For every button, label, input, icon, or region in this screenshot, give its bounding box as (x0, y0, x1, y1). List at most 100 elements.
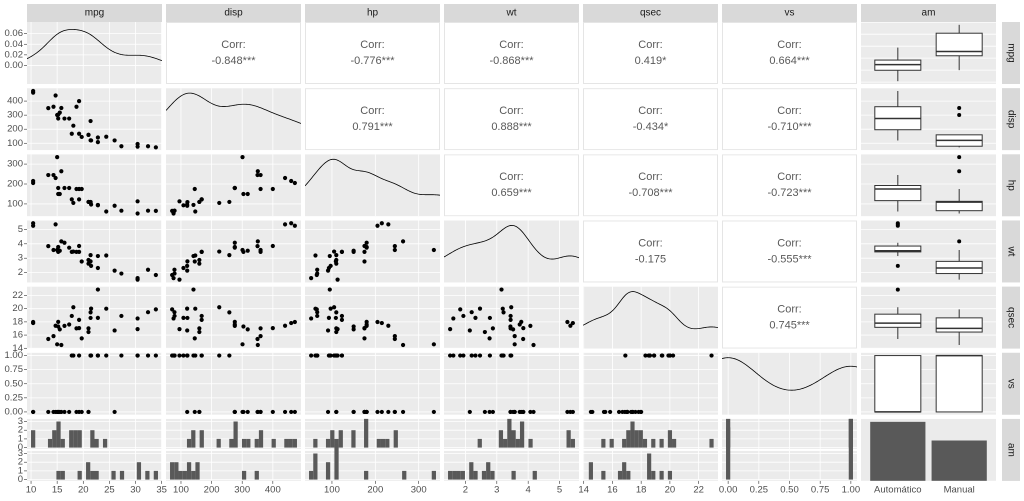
point (177, 277, 182, 282)
point (333, 315, 338, 321)
histogram-bar (254, 438, 259, 448)
histogram-bar (271, 438, 276, 448)
point (56, 324, 61, 329)
panel-background (583, 418, 718, 449)
histogram-bar (86, 462, 91, 480)
panel (166, 220, 301, 283)
point (88, 315, 93, 321)
histogram-bar (709, 438, 714, 448)
point (95, 315, 100, 320)
corr-value: -0.708*** (628, 187, 673, 199)
panel (861, 286, 996, 349)
point (31, 320, 36, 326)
point (56, 319, 61, 324)
panel: Corr: -0.708*** (583, 154, 718, 217)
point (112, 268, 117, 273)
point (509, 305, 514, 310)
point (62, 116, 67, 121)
point (258, 186, 263, 192)
point (199, 317, 204, 323)
x-tick-label: 200 (367, 484, 383, 495)
point (232, 240, 237, 245)
point (232, 244, 237, 250)
histogram-bar (622, 462, 627, 480)
point (67, 116, 72, 121)
histogram-bar (94, 438, 99, 448)
panel-background (166, 22, 301, 84)
histogram-bar (511, 430, 516, 448)
point (145, 208, 151, 213)
x-tick-label: 100 (173, 484, 189, 495)
panel: Corr: -0.710*** (722, 88, 857, 151)
histogram-bar (503, 438, 508, 448)
x-tick-label: 0.00 (719, 484, 738, 495)
point (95, 287, 100, 292)
point (181, 353, 186, 358)
panel (861, 352, 996, 415)
point (46, 106, 51, 111)
point (31, 90, 36, 95)
panel (27, 352, 162, 415)
point (327, 287, 332, 292)
point (499, 287, 504, 292)
strip-label: hp (1005, 180, 1016, 192)
y-tick-label: 1 (18, 433, 23, 444)
point (660, 353, 665, 358)
panel (861, 154, 996, 217)
point (59, 239, 64, 244)
point (191, 353, 196, 358)
point (362, 326, 367, 331)
point (458, 353, 463, 358)
corr-label: Corr: (777, 39, 801, 51)
point (192, 336, 197, 341)
point (170, 307, 175, 312)
histogram-bar (229, 438, 234, 448)
point (192, 186, 197, 192)
point (282, 222, 288, 227)
point (616, 409, 622, 415)
histogram-bar (292, 438, 297, 448)
point (62, 240, 67, 245)
histogram-bar (136, 462, 142, 480)
x-tick-label: 0.50 (780, 484, 799, 495)
panel: Corr: 0.745*** (722, 286, 857, 349)
point (255, 169, 260, 174)
point (88, 138, 93, 143)
histogram-bar (364, 470, 369, 480)
histogram-bar (376, 438, 381, 448)
point (431, 247, 436, 253)
point (315, 313, 320, 319)
point (667, 353, 673, 358)
point (651, 353, 657, 358)
box (874, 245, 922, 253)
point (636, 409, 641, 415)
point (172, 208, 177, 213)
point (67, 245, 72, 250)
point (172, 271, 177, 276)
point (451, 353, 456, 358)
point (339, 313, 345, 319)
point (292, 319, 297, 325)
point (185, 203, 190, 208)
point (185, 259, 190, 264)
point (392, 336, 397, 342)
corr-value: -0.868*** (489, 55, 534, 67)
point (59, 409, 64, 415)
point (603, 409, 608, 415)
corr-label: Corr: (777, 171, 801, 183)
panel (305, 154, 440, 217)
density-curve (583, 291, 718, 330)
point (59, 105, 64, 111)
y-tick-label: 200 (7, 124, 23, 135)
corr-value: 0.791*** (352, 121, 393, 133)
point (568, 323, 573, 328)
x-tick-label: 22 (693, 484, 704, 495)
point (135, 353, 140, 358)
point (185, 315, 190, 321)
point (487, 336, 492, 341)
point (309, 276, 314, 281)
point (181, 315, 186, 320)
strip-label: disp (1005, 110, 1016, 129)
point (95, 202, 100, 208)
histogram-bar (69, 430, 74, 448)
